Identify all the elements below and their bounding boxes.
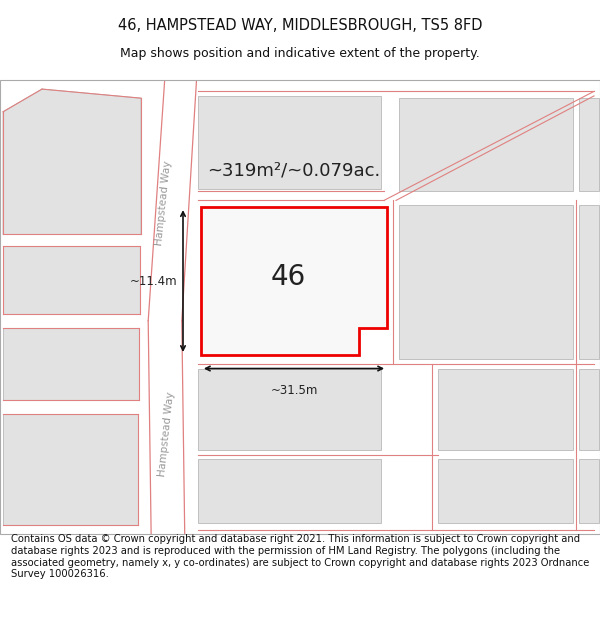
Polygon shape <box>3 246 140 314</box>
Polygon shape <box>3 328 139 401</box>
Polygon shape <box>198 369 381 451</box>
Polygon shape <box>579 98 599 191</box>
Polygon shape <box>579 369 599 451</box>
Text: ~31.5m: ~31.5m <box>271 384 317 398</box>
Polygon shape <box>399 98 573 191</box>
Text: ~11.4m: ~11.4m <box>130 274 177 288</box>
Polygon shape <box>198 459 381 523</box>
Polygon shape <box>147 71 198 321</box>
Text: Map shows position and indicative extent of the property.: Map shows position and indicative extent… <box>120 47 480 60</box>
Polygon shape <box>399 205 573 359</box>
Polygon shape <box>438 369 573 451</box>
Text: 46, HAMPSTEAD WAY, MIDDLESBROUGH, TS5 8FD: 46, HAMPSTEAD WAY, MIDDLESBROUGH, TS5 8F… <box>118 18 482 32</box>
Polygon shape <box>438 459 573 523</box>
Text: 46: 46 <box>271 262 305 291</box>
Text: Hampstead Way: Hampstead Way <box>157 391 176 478</box>
Text: ~319m²/~0.079ac.: ~319m²/~0.079ac. <box>207 162 380 180</box>
Polygon shape <box>201 208 387 355</box>
Text: Contains OS data © Crown copyright and database right 2021. This information is : Contains OS data © Crown copyright and d… <box>11 534 589 579</box>
Polygon shape <box>579 459 599 523</box>
Polygon shape <box>198 96 381 189</box>
Polygon shape <box>3 414 138 525</box>
Polygon shape <box>3 89 141 234</box>
Polygon shape <box>147 321 186 544</box>
Text: Hampstead Way: Hampstead Way <box>154 160 173 246</box>
Polygon shape <box>579 205 599 359</box>
